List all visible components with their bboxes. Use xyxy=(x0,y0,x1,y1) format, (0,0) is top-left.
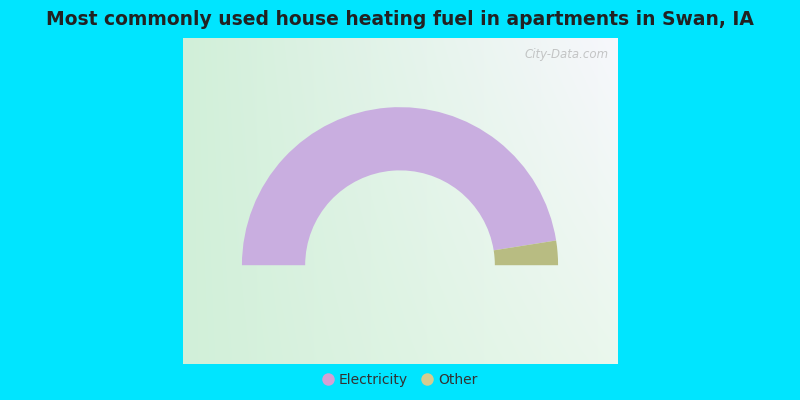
Text: Most commonly used house heating fuel in apartments in Swan, IA: Most commonly used house heating fuel in… xyxy=(46,10,754,29)
Legend: Electricity, Other: Electricity, Other xyxy=(322,373,478,387)
Wedge shape xyxy=(242,107,556,265)
Text: City-Data.com: City-Data.com xyxy=(525,48,609,61)
Wedge shape xyxy=(494,240,558,265)
